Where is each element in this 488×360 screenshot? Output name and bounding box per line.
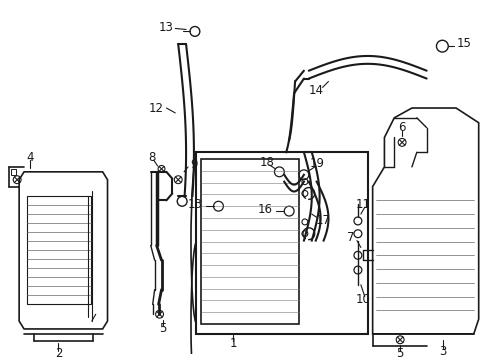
Text: 12: 12 xyxy=(149,102,164,114)
Bar xyxy=(27,197,91,305)
Text: 14: 14 xyxy=(307,84,323,97)
Text: 16: 16 xyxy=(258,203,273,216)
Text: 1: 1 xyxy=(229,337,237,350)
Bar xyxy=(11,169,16,175)
Text: 13: 13 xyxy=(159,21,174,34)
Text: 17: 17 xyxy=(315,215,330,228)
Text: 8: 8 xyxy=(148,150,155,163)
Text: 15: 15 xyxy=(456,37,470,50)
Text: 5: 5 xyxy=(396,347,403,360)
Text: 19: 19 xyxy=(308,157,324,171)
Text: 7: 7 xyxy=(346,231,354,244)
Text: 5: 5 xyxy=(159,323,166,336)
Text: 13: 13 xyxy=(187,198,202,211)
Text: 3: 3 xyxy=(439,345,446,358)
Text: 2: 2 xyxy=(55,347,62,360)
Text: 18: 18 xyxy=(260,156,274,168)
Text: 9: 9 xyxy=(190,158,197,171)
Text: 10: 10 xyxy=(355,293,369,306)
Bar xyxy=(201,159,298,324)
Text: 11: 11 xyxy=(355,198,369,211)
Text: 6: 6 xyxy=(398,121,405,134)
Bar xyxy=(196,152,367,334)
Text: 4: 4 xyxy=(26,150,34,163)
